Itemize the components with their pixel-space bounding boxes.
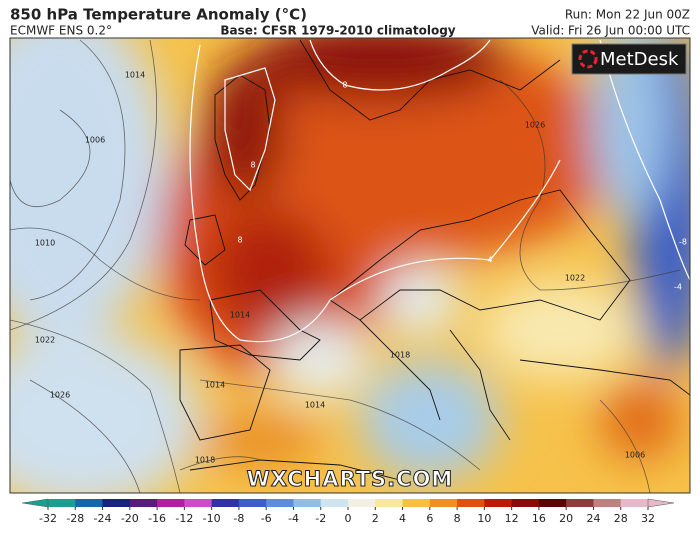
colorbar-end bbox=[647, 498, 675, 508]
colorbar-tick-label: 6 bbox=[426, 512, 433, 525]
colorbar-tick-label: 2 bbox=[372, 512, 379, 525]
isobar-label: 1014 bbox=[305, 401, 325, 410]
anomaly-label: 8 bbox=[342, 81, 347, 90]
colorbar-tick-label: -28 bbox=[66, 512, 84, 525]
colorbar-tick-label: -20 bbox=[121, 512, 139, 525]
colorbar-tick-label: 10 bbox=[477, 512, 491, 525]
isobar-label: 1006 bbox=[85, 136, 105, 145]
colorbar-segment bbox=[375, 499, 404, 507]
isobar-label: 1022 bbox=[35, 336, 55, 345]
colorbar-tick-label: 32 bbox=[641, 512, 655, 525]
colorbar-tick-label: -32 bbox=[39, 512, 57, 525]
colorbar-segment bbox=[184, 499, 213, 507]
isobar-label: 1014 bbox=[125, 71, 145, 80]
logo: MetDesk bbox=[600, 49, 679, 70]
colorbar-tick-label: -24 bbox=[94, 512, 112, 525]
colorbar-segment bbox=[157, 499, 185, 507]
colorbar-tick-label: 0 bbox=[345, 512, 352, 525]
anomaly-label: -4 bbox=[674, 283, 682, 292]
colorbar-segment bbox=[538, 499, 567, 507]
colorbar-segment bbox=[566, 499, 594, 507]
isobar-label: 1006 bbox=[625, 451, 645, 460]
colorbar-segment bbox=[102, 499, 131, 507]
anomaly-label: 8 bbox=[237, 236, 242, 245]
colorbar-segment bbox=[293, 499, 322, 507]
valid-time: Valid: Fri 26 Jun 00:00 UTC bbox=[531, 24, 690, 38]
colorbar-segment bbox=[129, 499, 158, 507]
colorbar-tick-label: 28 bbox=[614, 512, 628, 525]
isobar-label: 1026 bbox=[525, 121, 545, 130]
colorbar-segment bbox=[238, 499, 267, 507]
watermark: WXCHARTS.COM bbox=[247, 467, 454, 491]
model: ECMWF ENS 0.2° bbox=[10, 24, 112, 38]
isobar-label: 1014 bbox=[205, 381, 225, 390]
colorbar: -32 -28 -24 -20 -16 -12 -10 -8 -6 -4 -2 0 2 4 6 8 10 12 16… bbox=[21, 498, 675, 525]
colorbar-tick-label: -12 bbox=[175, 512, 193, 525]
colorbar-segment bbox=[320, 499, 349, 507]
colorbar-segment bbox=[48, 499, 76, 507]
colorbar-segment bbox=[402, 499, 431, 507]
colorbar-tick-label: -10 bbox=[203, 512, 221, 525]
colorbar-tick-label: 20 bbox=[559, 512, 573, 525]
colorbar-segment bbox=[429, 499, 458, 507]
run-time: Run: Mon 22 Jun 00Z bbox=[565, 8, 690, 22]
anomaly-label: -8 bbox=[679, 238, 687, 247]
colorbar-segment bbox=[620, 499, 649, 507]
colorbar-segment bbox=[211, 499, 240, 507]
map bbox=[10, 38, 690, 493]
isobar-label: 1018 bbox=[390, 351, 410, 360]
anomaly-label: 4 bbox=[487, 256, 492, 265]
colorbar-segment bbox=[511, 499, 540, 507]
colorbar-segment bbox=[75, 499, 104, 507]
colorbar-tick-label: 4 bbox=[399, 512, 406, 525]
colorbar-tick-label: 8 bbox=[454, 512, 461, 525]
colorbar-segment bbox=[457, 499, 485, 507]
colorbar-tick-label: -2 bbox=[315, 512, 326, 525]
isobar-label: 1026 bbox=[50, 391, 70, 400]
title: 850 hPa Temperature Anomaly (°C) bbox=[10, 6, 307, 24]
colorbar-tick-label: -4 bbox=[288, 512, 299, 525]
isobar-label: 1018 bbox=[195, 456, 215, 465]
colorbar-tick-label: -6 bbox=[261, 512, 272, 525]
isobar-label: 1014 bbox=[230, 311, 250, 320]
base: Base: CFSR 1979-2010 climatology bbox=[220, 24, 455, 38]
colorbar-tick-label: 16 bbox=[532, 512, 546, 525]
logo-box bbox=[571, 43, 687, 75]
map-frame bbox=[9, 37, 691, 494]
anomaly-label: 8 bbox=[250, 161, 255, 170]
colorbar-segment bbox=[593, 499, 622, 507]
colorbar-segment bbox=[266, 499, 294, 507]
colorbar-end bbox=[21, 498, 49, 508]
colorbar-segment bbox=[484, 499, 513, 507]
isobar-label: 1022 bbox=[565, 274, 585, 283]
colorbar-tick-label: -8 bbox=[233, 512, 244, 525]
colorbar-segment bbox=[348, 499, 376, 507]
logo-icon bbox=[578, 49, 598, 69]
colorbar-tick-label: 24 bbox=[586, 512, 600, 525]
isobar-label: 1010 bbox=[35, 239, 55, 248]
colorbar-tick-label: 12 bbox=[505, 512, 519, 525]
colorbar-tick-label: -16 bbox=[148, 512, 166, 525]
